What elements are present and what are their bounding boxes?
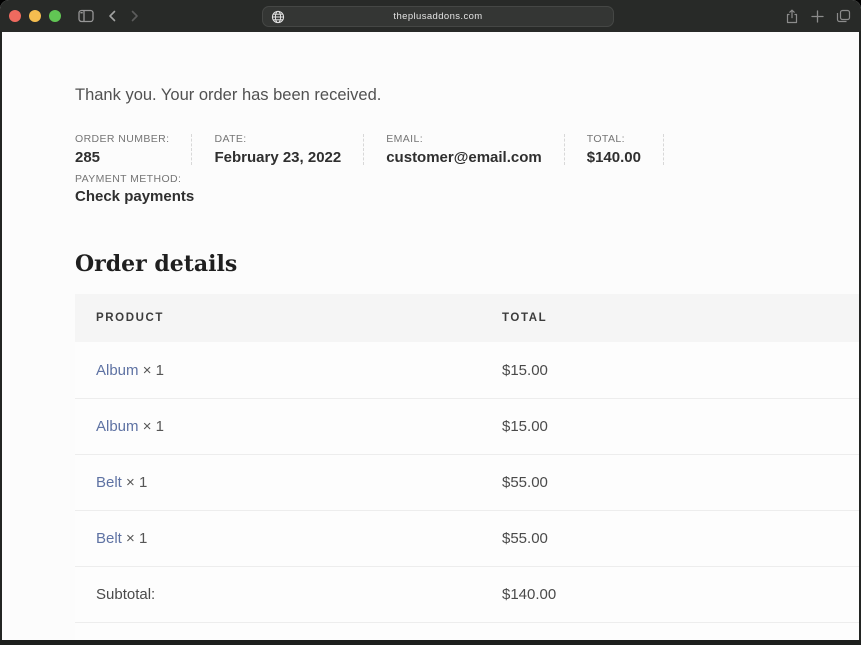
close-window-button[interactable]	[9, 10, 21, 22]
window-edge	[859, 31, 861, 645]
subtotal-value: $140.00	[502, 566, 861, 623]
chrome-actions	[785, 0, 851, 32]
overview-label: Payment method:	[75, 172, 182, 185]
product-quantity: × 1	[142, 417, 164, 435]
payment-method-label: Payment method:	[75, 622, 502, 645]
overview-value: customer@email.com	[386, 148, 542, 166]
overview-item-date: Date: February 23, 2022	[214, 133, 365, 166]
table-row: Belt × 1 $55.00	[75, 510, 861, 567]
column-header-total: Total	[502, 294, 861, 343]
product-link[interactable]: Album	[96, 361, 139, 379]
product-link[interactable]: Belt	[96, 529, 122, 547]
product-cell: Album × 1	[75, 398, 502, 455]
overview-value: 285	[75, 148, 101, 166]
order-received-page: Thank you. Your order has been received.…	[0, 32, 861, 645]
payment-method-row: Payment method: Check payments	[75, 622, 861, 645]
order-overview: Order number: 285 Date: February 23, 202…	[75, 134, 861, 204]
product-cell: Belt × 1	[75, 454, 502, 511]
overview-label: Order number:	[75, 133, 170, 146]
order-overview-row: Payment method: Check payments	[75, 174, 861, 205]
sidebar-toggle-icon[interactable]	[78, 9, 94, 23]
globe-icon	[271, 10, 285, 29]
back-icon[interactable]	[107, 10, 119, 22]
subtotal-row: Subtotal: $140.00	[75, 566, 861, 623]
order-overview-row: Order number: 285 Date: February 23, 202…	[75, 134, 861, 165]
overview-label: Email:	[386, 133, 424, 146]
product-quantity: × 1	[126, 529, 148, 547]
product-cell: Belt × 1	[75, 510, 502, 567]
overview-label: Total:	[586, 133, 625, 146]
product-quantity: × 1	[126, 473, 148, 491]
forward-icon[interactable]	[128, 10, 140, 22]
thank-you-message: Thank you. Your order has been received.	[75, 86, 382, 104]
order-details-table: Product Total Album × 1 $15.00 Album × 1	[75, 294, 861, 645]
table-row: Album × 1 $15.00	[75, 342, 861, 399]
row-total: $15.00	[502, 398, 861, 455]
window-edge	[0, 31, 2, 645]
overview-label: Date:	[214, 133, 247, 146]
row-total: $55.00	[502, 454, 861, 511]
overview-item-email: Email: customer@email.com	[386, 134, 565, 165]
overview-value: $140.00	[586, 148, 641, 166]
table-header-row: Product Total	[75, 294, 861, 343]
tab-overview-icon[interactable]	[836, 9, 851, 23]
row-total: $55.00	[502, 510, 861, 567]
overview-value: February 23, 2022	[214, 148, 342, 166]
order-details-heading: Order details	[75, 251, 238, 278]
table-row: Belt × 1 $55.00	[75, 454, 861, 511]
product-link[interactable]: Album	[96, 417, 139, 435]
window-bottom-edge	[0, 640, 861, 645]
product-link[interactable]: Belt	[96, 473, 122, 491]
address-bar[interactable]: theplusaddons.com	[262, 6, 614, 27]
product-quantity: × 1	[142, 361, 164, 379]
overview-item-order-number: Order number: 285	[75, 133, 193, 166]
zoom-window-button[interactable]	[49, 10, 61, 22]
subtotal-label: Subtotal:	[75, 566, 502, 623]
url-text: theplusaddons.com	[393, 11, 483, 22]
table-row: Album × 1 $15.00	[75, 398, 861, 455]
column-header-product: Product	[75, 294, 502, 343]
minimize-window-button[interactable]	[29, 10, 41, 22]
row-total: $15.00	[502, 342, 861, 399]
new-tab-icon[interactable]	[811, 9, 824, 23]
product-cell: Album × 1	[75, 342, 502, 399]
overview-item-payment-method: Payment method: Check payments	[75, 174, 216, 205]
browser-chrome: theplusaddons.com	[0, 0, 861, 32]
overview-item-total: Total: $140.00	[587, 134, 664, 165]
traffic-lights	[9, 10, 61, 22]
overview-value: Check payments	[75, 188, 195, 206]
share-icon[interactable]	[785, 9, 799, 24]
